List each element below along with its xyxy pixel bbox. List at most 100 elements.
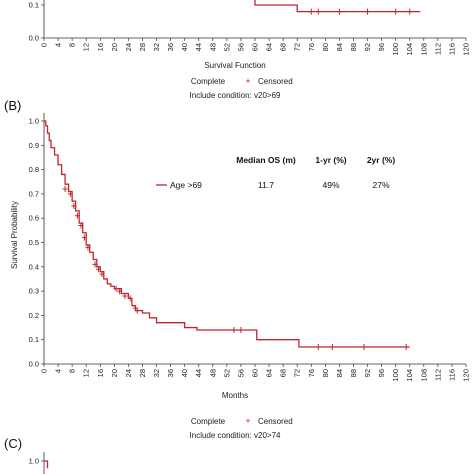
table-header-median: Median OS (m)	[236, 155, 296, 165]
panel-a-x-tick-label: 108	[419, 43, 428, 56]
panel-c: Complete + Censored Include condition: v…	[4, 416, 293, 474]
table-cell-2yr: 27%	[372, 180, 389, 190]
panel-b-y-tick-label: 0.1	[29, 335, 39, 344]
panel-b-censor-mark	[122, 292, 128, 299]
panel-a-x-tick-label: 4	[54, 43, 63, 47]
panel-b-x-tick-label: 68	[279, 369, 288, 377]
panel-b-censor-mark	[403, 343, 409, 350]
panel-b-censor-mark	[315, 343, 321, 350]
panel-b-x-tick-label: 60	[251, 369, 260, 377]
panel-a-condition: Include condition: v20>69	[190, 91, 282, 100]
panel-b-y-tick-label: 0.4	[29, 262, 39, 271]
panel-b-x-tick-label: 36	[166, 369, 175, 377]
panel-c-legend-complete: Complete	[191, 417, 226, 426]
table-cell-median: 11.7	[258, 180, 274, 190]
panel-b-x-tick-label: 64	[265, 369, 274, 377]
panel-a-legend-complete: Complete	[191, 77, 226, 86]
panel-a-x-tick-label: 52	[222, 43, 231, 51]
panel-b-censor-mark	[99, 271, 105, 278]
panel-b-y-tick-label: 0.0	[29, 360, 39, 369]
panel-a-plot	[43, 0, 466, 39]
panel-b-censor-mark	[361, 343, 367, 350]
panel-a-x-tick-label: 12	[82, 43, 91, 51]
panel-b-censor-mark	[81, 234, 87, 241]
panel-a: 0 4 8 12 16 20 24 28 32 36 40 44 48 52 56 60 64 68 72 76 80 8…	[29, 0, 471, 100]
panel-a-censor-mark	[308, 8, 314, 15]
panel-a-x-tick-label: 68	[279, 43, 288, 51]
panel-a-x-tick-label: 80	[321, 43, 330, 51]
panel-c-y-tick-label: 1.0	[29, 457, 39, 466]
panel-b-x-tick-label: 20	[110, 369, 119, 377]
panel-b-x-tick-label: 28	[138, 369, 147, 377]
panel-a-x-tick-label: 72	[293, 43, 302, 51]
panel-b-y-tick-label: 0.6	[29, 214, 39, 223]
panel-b-x-tick-label: 72	[293, 369, 302, 377]
panel-a-x-tick-label: 120	[462, 43, 471, 56]
panel-b-x-tick-label: 24	[124, 369, 133, 377]
panel-b-x-ticks: 0 4 8 12 16 20 24 28 32 36 40 44 48 52 56 60 64 68 72 76 80 8…	[40, 364, 471, 382]
panel-b: (B) 0 4 8 12 16 20 24 28 32 36 40 44 48 52 56 60 64 68 72 7…	[4, 98, 471, 400]
table-cell-1yr: 49%	[322, 180, 339, 190]
panel-a-x-tick-label: 48	[208, 43, 217, 51]
panel-b-stats-table: Median OS (m) 1-yr (%) 2yr (%) Age >69 1…	[156, 155, 395, 190]
panel-c-legend-censored: Censored	[258, 417, 293, 426]
table-row-name: Age >69	[170, 180, 202, 190]
panel-a-x-tick-label: 88	[349, 43, 358, 51]
panel-b-x-tick-label: 4	[54, 369, 63, 373]
panel-a-y-tick-label: 0.0	[29, 34, 39, 43]
panel-b-y-tick-label: 0.7	[29, 189, 39, 198]
panel-b-x-tick-label: 108	[419, 369, 428, 382]
panel-b-x-tick-label: 32	[152, 369, 161, 377]
panel-b-censor-mark	[329, 343, 335, 350]
panel-a-x-tick-label: 104	[405, 43, 414, 56]
panel-b-x-tick-label: 16	[96, 369, 105, 377]
panel-b-censor-mark	[92, 261, 98, 268]
panel-b-label: (B)	[4, 98, 21, 113]
panel-a-y-ticks: 0.1 0.0	[29, 1, 44, 43]
panel-b-censor-mark	[113, 285, 119, 292]
panel-a-x-tick-label: 32	[152, 43, 161, 51]
panel-a-legend-censored: Censored	[258, 77, 293, 86]
panel-a-censor-mark	[315, 8, 321, 15]
panel-b-plot	[43, 113, 466, 365]
panel-b-x-axis-label: Months	[222, 391, 248, 400]
panel-a-legend-censored-icon: +	[245, 76, 250, 86]
panel-a-censor-mark	[336, 8, 342, 15]
panel-a-x-tick-label: 36	[166, 43, 175, 51]
panel-b-x-tick-label: 92	[363, 369, 372, 377]
panel-b-y-tick-label: 0.5	[29, 238, 39, 247]
panel-b-x-tick-label: 52	[222, 369, 231, 377]
panel-c-legend-censored-icon: +	[245, 416, 250, 426]
panel-c-label: (C)	[4, 436, 22, 451]
panel-b-censor-mark	[62, 186, 68, 193]
panel-b-censor-mark	[74, 212, 80, 219]
panel-b-censor-mark	[117, 288, 123, 295]
panel-a-y-tick-label: 0.1	[29, 1, 39, 10]
panel-b-x-tick-label: 44	[194, 369, 203, 377]
table-header-2yr: 2yr (%)	[367, 155, 396, 165]
panel-b-x-tick-label: 76	[307, 369, 316, 377]
panel-a-x-tick-label: 40	[180, 43, 189, 51]
panel-a-footer-title: Survival Function	[204, 61, 265, 70]
panel-b-x-tick-label: 0	[40, 369, 49, 373]
panel-a-axes	[43, 0, 466, 39]
panel-b-y-tick-label: 0.2	[29, 311, 39, 320]
panel-a-curve-0	[254, 0, 421, 13]
panel-b-y-tick-label: 1.0	[29, 117, 39, 126]
panel-b-x-tick-label: 116	[447, 369, 456, 381]
panel-c-condition: Include condition: v20>74	[190, 431, 282, 440]
panel-a-x-tick-label: 20	[110, 43, 119, 51]
panel-a-censor-mark	[393, 8, 399, 15]
panel-a-x-tick-label: 76	[307, 43, 316, 51]
panel-b-censor-mark	[238, 326, 244, 333]
panel-a-x-tick-label: 0	[40, 43, 49, 47]
panel-b-censor-mark	[71, 203, 77, 210]
panel-b-y-axis-label: Survival Probability	[10, 201, 19, 269]
panel-b-x-tick-label: 100	[391, 369, 400, 382]
panel-a-x-tick-label: 92	[363, 43, 372, 51]
panel-b-x-tick-label: 48	[208, 369, 217, 377]
panel-a-x-tick-label: 60	[251, 43, 260, 51]
panel-b-x-tick-label: 84	[335, 369, 344, 377]
panel-a-x-tick-label: 24	[124, 43, 133, 51]
